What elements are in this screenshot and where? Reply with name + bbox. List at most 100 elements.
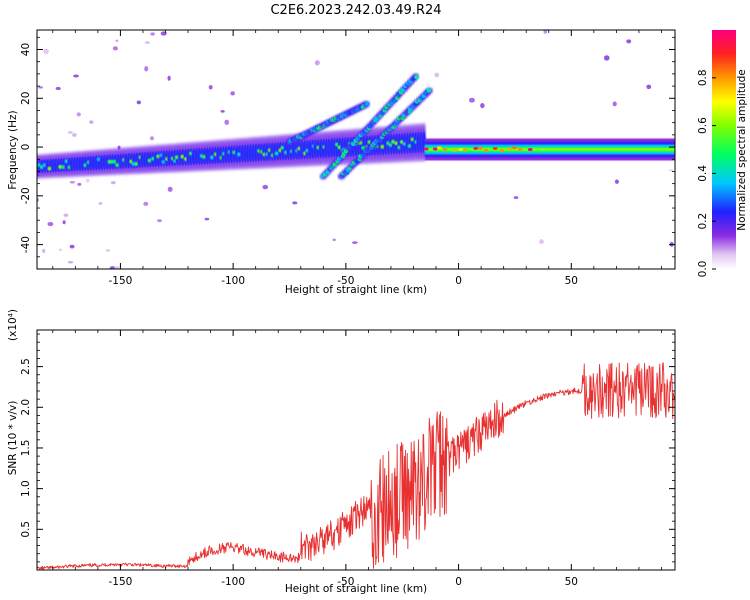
snr-x-tick-label: 50	[565, 576, 578, 588]
heatmap-noise-blob	[76, 112, 81, 117]
heatmap-steady-peak	[477, 146, 483, 150]
snr-y-tick-label: 1.5	[20, 440, 32, 457]
snr-panel: -150 -100 -50 0 50 0.5 1.0 1.5 2.0 2.5 Height of…	[7, 309, 676, 595]
heatmap-noise-blob	[85, 178, 90, 183]
snr-x-tick-label: 0	[455, 576, 462, 588]
heatmap-steady-peak	[527, 148, 533, 152]
heatmap-band-peak	[361, 145, 366, 150]
heatmap-band-peak	[274, 151, 280, 156]
figure-title: C2E6.2023.242.03.49.R24	[270, 3, 441, 18]
colorbar-label: Normalized spectral amplitude	[736, 69, 748, 230]
heatmap-noise-blob	[224, 119, 230, 125]
heatmap-x-tick-label: -100	[221, 275, 245, 287]
heatmap-noise-blob	[208, 85, 213, 90]
heatmap-y-label: Frequency (Hz)	[7, 110, 19, 189]
colorbar-gradient	[712, 30, 736, 269]
snr-y-label: SNR (10 * v/v)	[7, 401, 19, 476]
heatmap-noise-blob	[72, 133, 77, 137]
snr-y-tick-label: 1.0	[20, 480, 32, 497]
heatmap-noise-blob	[109, 266, 116, 269]
heatmap-noise-blob	[69, 180, 75, 184]
snr-background	[37, 330, 675, 570]
heatmap-steady-peak	[512, 146, 517, 150]
heatmap-noise-blob	[646, 84, 652, 90]
heatmap-band-peak	[47, 166, 52, 171]
heatmap-steady-peak	[492, 146, 498, 150]
heatmap-noise-blob	[351, 241, 358, 245]
heatmap-band-peak	[134, 161, 139, 166]
heatmap-noise-blob	[614, 179, 619, 184]
heatmap-noise-blob	[47, 221, 54, 227]
heatmap-x-tick-label: -150	[108, 275, 132, 287]
heatmap-noise-blob	[42, 248, 46, 253]
heatmap-noise-blob	[67, 260, 74, 264]
heatmap-image	[37, 30, 675, 269]
snr-y-tick-label: 2.0	[20, 399, 32, 416]
heatmap-noise-blob	[58, 248, 63, 252]
heatmap-noise-blob	[292, 201, 298, 205]
snr-x-tick-label: -150	[108, 576, 132, 588]
colorbar-ticks: 0.0 0.2 0.4 0.6 0.8	[697, 69, 716, 277]
heatmap-x-label: Height of straight line (km)	[285, 284, 427, 296]
heatmap-noise-blob	[434, 72, 440, 78]
heatmap-noise-blob	[115, 39, 119, 43]
heatmap-steady-peak	[442, 148, 448, 152]
heatmap-noise-blob	[539, 239, 544, 244]
heatmap-noise-blob	[114, 266, 120, 269]
heatmap-steady-peak	[483, 149, 489, 153]
heatmap-noise-blob	[167, 75, 171, 81]
heatmap-band-peak	[115, 162, 120, 167]
snr-x-tick-label: -100	[221, 576, 245, 588]
heatmap-steady-peak	[458, 147, 464, 151]
heatmap-panel: -150 -100 -50 0 50 -40 -20 0 20 40 Height of str…	[7, 29, 676, 296]
heatmap-x-tick-label: 50	[565, 275, 578, 287]
heatmap-noise-blob	[513, 196, 519, 200]
heatmap-y-tick-label: 0	[20, 144, 32, 151]
colorbar-tick-label: 0.4	[697, 165, 709, 182]
heatmap-noise-blob	[149, 136, 155, 141]
heatmap-band-peak	[58, 164, 63, 169]
heatmap-band-body	[422, 131, 426, 153]
heatmap-band-peak	[236, 152, 242, 157]
heatmap-noise-blob	[669, 168, 674, 172]
heatmap-band-peak	[391, 139, 396, 144]
heatmap-steady-peak	[436, 146, 442, 150]
colorbar-tick-label: 0.8	[697, 69, 709, 86]
heatmap-y-tick-label: 40	[20, 43, 32, 56]
heatmap-noise-blob	[468, 97, 475, 103]
snr-y-axis: 0.5 1.0 1.5 2.0 2.5	[20, 333, 675, 563]
heatmap-noise-blob	[43, 48, 49, 54]
colorbar: 0.0 0.2 0.4 0.6 0.8 Normalized spectral ampl…	[697, 30, 748, 277]
heatmap-noise-blob	[136, 100, 141, 105]
heatmap-frame	[36, 29, 676, 270]
snr-y-tick-label: 0.5	[20, 521, 32, 538]
heatmap-branch-peak	[364, 101, 370, 106]
heatmap-x-tick-label: 0	[455, 275, 462, 287]
heatmap-noise-blob	[230, 91, 235, 96]
snr-frame	[36, 329, 676, 571]
heatmap-band-peak	[161, 159, 166, 164]
heatmap-noise-blob	[38, 86, 44, 89]
heatmap-steady-peak	[507, 147, 513, 151]
heatmap-y-tick-label: 20	[20, 92, 32, 105]
heatmap-noise-blob	[110, 181, 116, 185]
heatmap-branch-peak	[426, 88, 432, 93]
heatmap-steady-peak	[432, 147, 438, 151]
snr-y-multiplier: (x10⁴)	[7, 309, 19, 341]
heatmap-y-tick-label: -20	[20, 187, 32, 204]
heatmap-y-tick-label: -40	[20, 236, 32, 253]
snr-x-tick-label: -50	[337, 576, 354, 588]
heatmap-steady-peak	[499, 149, 505, 153]
snr-x-axis: -150 -100 -50 0 50	[52, 330, 662, 588]
heatmap-band-peak	[112, 159, 117, 164]
heatmap-steady-peak	[517, 147, 523, 151]
colorbar-tick-label: 0.0	[697, 261, 709, 278]
heatmap-steady-peak	[463, 148, 468, 152]
heatmap-x-axis: -150 -100 -50 0 50	[52, 30, 662, 287]
heatmap-noise-blob	[105, 248, 110, 252]
heatmap-noise-blob	[73, 74, 79, 78]
heatmap-noise-blob	[332, 238, 336, 242]
heatmap-y-axis: -40 -20 0 20 40	[20, 36, 675, 270]
heatmap-steady-peak	[423, 147, 429, 151]
